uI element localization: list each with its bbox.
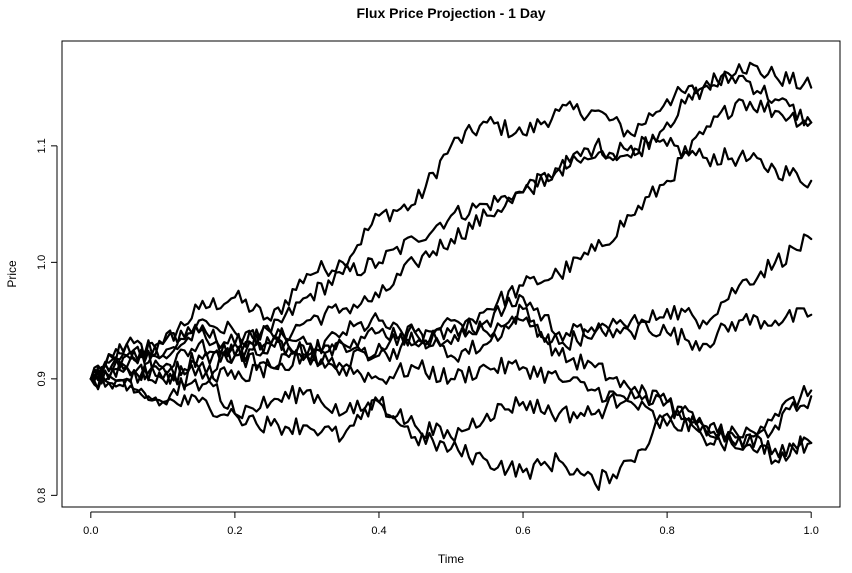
x-tick-label: 1.0 [804,525,819,537]
y-tick-label: 0.8 [36,488,48,503]
series-line-10 [89,359,813,491]
series-line-5 [89,233,813,385]
x-axis-label: Time [438,552,465,566]
x-tick-label: 0.2 [227,525,242,537]
series-line-1 [89,61,813,382]
series-line-4 [89,98,813,380]
x-tick-label: 0.4 [371,525,386,537]
y-axis-label: Price [5,260,19,288]
series-line-9 [89,377,813,452]
x-axis: 0.0 0.2 0.4 0.6 0.8 1.0 [83,511,819,537]
x-tick-label: 0.0 [83,525,98,537]
plot-frame [61,40,841,508]
x-tick-label: 0.8 [659,525,674,537]
y-axis: 0.8 0.9 1.0 1.1 [36,138,58,503]
series-line-6 [89,307,813,380]
series-line-7 [89,303,813,459]
series-line-2 [89,135,813,383]
y-tick-label: 0.9 [36,371,48,386]
y-tick-label: 1.1 [36,138,48,153]
chart-title: Flux Price Projection - 1 Day [356,5,545,21]
series-line-3 [89,71,813,388]
series-layer [89,61,813,491]
x-tick-label: 0.6 [515,525,530,537]
y-tick-label: 1.0 [36,255,48,270]
